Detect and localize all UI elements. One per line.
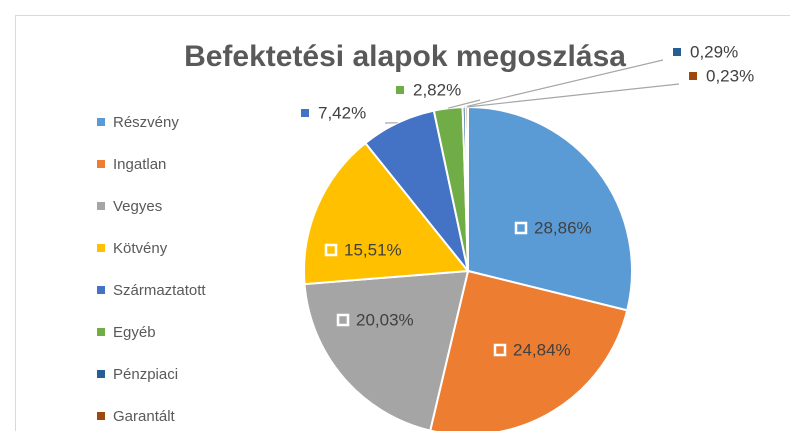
legend-label: Vegyes xyxy=(113,198,162,215)
legend-label: Kötvény xyxy=(113,240,168,257)
legend-label: Pénzpiaci xyxy=(113,366,178,383)
data-label: 7,42% xyxy=(318,103,366,122)
leader-line xyxy=(463,59,664,108)
leader-line xyxy=(448,99,481,109)
legend-swatch xyxy=(97,160,105,168)
legend-label: Származtatott xyxy=(113,282,206,299)
legend-swatch xyxy=(97,370,105,378)
legend-swatch xyxy=(97,118,105,126)
legend-label: Garantált xyxy=(113,408,176,425)
leader-line xyxy=(466,83,680,108)
data-label: 28,86% xyxy=(534,218,592,237)
chart-frame xyxy=(15,15,790,431)
pie-slice xyxy=(303,141,470,286)
label-marker xyxy=(336,313,350,327)
label-marker xyxy=(673,48,681,56)
legend-swatch xyxy=(97,328,105,336)
legend-label: Egyéb xyxy=(113,324,156,341)
data-label: 0,23% xyxy=(706,66,754,85)
label-marker xyxy=(301,109,309,117)
pie-slice xyxy=(303,269,470,431)
pie-slice xyxy=(467,105,633,312)
label-marker xyxy=(324,243,338,257)
data-label: 20,03% xyxy=(356,310,414,329)
legend-swatch xyxy=(97,244,105,252)
legend-swatch xyxy=(97,286,105,294)
label-marker xyxy=(396,86,404,94)
data-label: 24,84% xyxy=(513,340,571,359)
legend-swatch xyxy=(97,202,105,210)
legend-label: Részvény xyxy=(113,114,179,131)
data-label: 2,82% xyxy=(413,80,461,99)
pie-slice xyxy=(429,269,629,431)
data-label: 15,51% xyxy=(344,240,402,259)
legend-label: Ingatlan xyxy=(113,156,166,173)
label-marker xyxy=(514,221,528,235)
legend-swatch xyxy=(97,412,105,420)
label-marker xyxy=(493,343,507,357)
chart-title: Befektetési alapok megoszlása xyxy=(184,40,626,73)
data-label: 0,29% xyxy=(690,42,738,61)
label-marker xyxy=(689,72,697,80)
